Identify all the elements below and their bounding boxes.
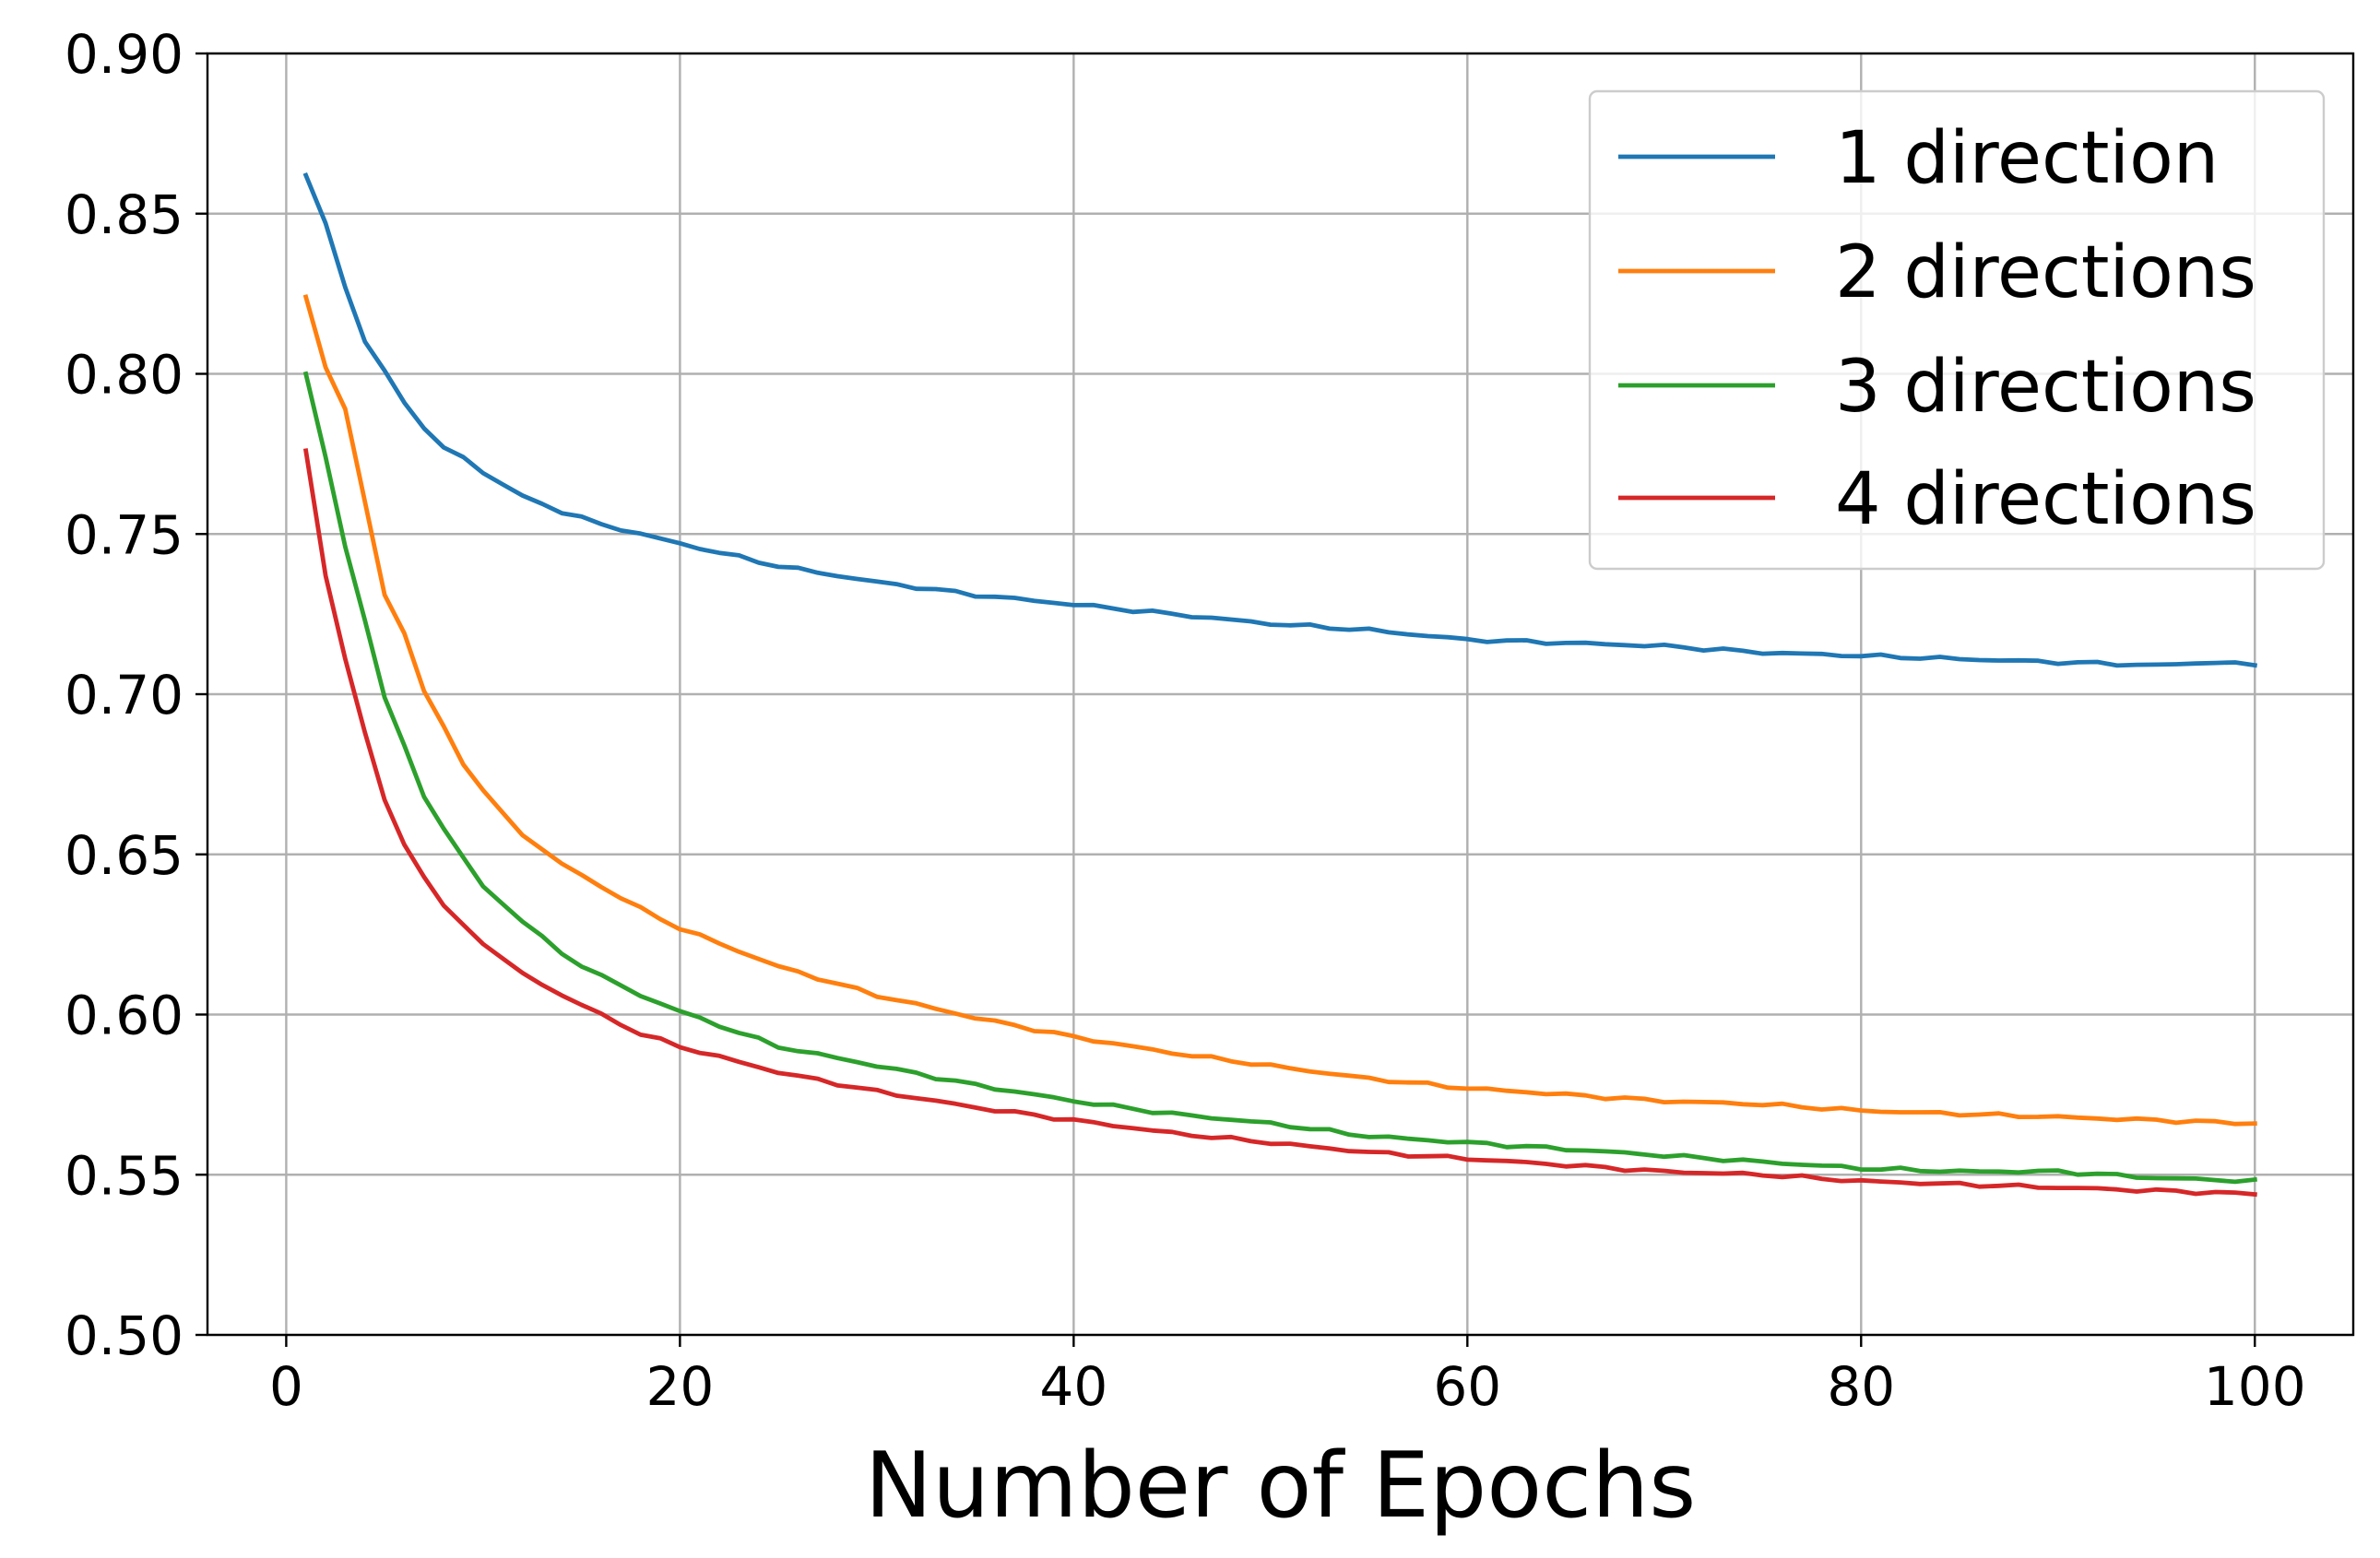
series-line-4 <box>302 448 2257 1198</box>
x-tick-label: 40 <box>1039 1355 1107 1418</box>
series-line-3 <box>302 371 2257 1185</box>
x-tick-label: 80 <box>1827 1355 1895 1418</box>
series-line-2 <box>302 294 2257 1127</box>
y-tick-label: 0.85 <box>65 183 184 246</box>
legend-label-3: 3 directions <box>1835 346 2256 429</box>
y-tick-label: 0.90 <box>65 23 184 86</box>
y-tick-label: 0.70 <box>65 664 184 726</box>
y-tick-label: 0.75 <box>65 503 184 566</box>
legend-label-2: 2 directions <box>1835 231 2256 314</box>
legend-box <box>1588 89 2326 571</box>
x-axis-title: Number of Epochs <box>865 1434 1697 1539</box>
axis-ticks: 0 20 40 60 80 100 0.50 0.55 0.60 0.65 0.70 0.75 0.80… <box>65 23 2306 1418</box>
y-tick-label: 0.50 <box>65 1304 184 1367</box>
legend-label-4: 4 directions <box>1835 458 2256 541</box>
x-tick-label: 100 <box>2204 1355 2306 1418</box>
y-tick-label: 0.80 <box>65 344 184 407</box>
x-tick-label: 60 <box>1433 1355 1501 1418</box>
legend-label-1: 1 direction <box>1835 117 2219 200</box>
x-tick-label: 0 <box>269 1355 303 1418</box>
x-tick-label: 20 <box>645 1355 714 1418</box>
y-tick-label: 0.55 <box>65 1144 184 1207</box>
legend: 1 direction 2 directions 3 directions 4 dir… <box>1588 89 2326 571</box>
series-lines <box>302 171 2258 1198</box>
y-tick-label: 0.60 <box>65 985 184 1047</box>
series-line-1 <box>302 171 2258 668</box>
y-tick-label: 0.65 <box>65 824 184 887</box>
